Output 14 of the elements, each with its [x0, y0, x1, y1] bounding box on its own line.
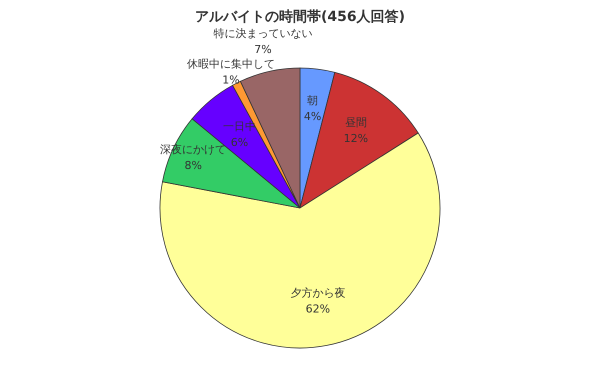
data-label: 7% [254, 43, 272, 56]
slice-label: 昼間 [344, 116, 367, 130]
chart-title: アルバイトの時間帯(456人回答) [194, 9, 406, 26]
slice-label: 特に決まっていない [213, 27, 312, 40]
slice-label: 夕方から夜 [290, 286, 346, 300]
data-label: 12% [344, 132, 368, 146]
data-label: 1% [222, 74, 240, 87]
data-label: 62% [306, 302, 330, 316]
slice-label: 休暇中に集中して [186, 58, 275, 71]
data-label: 8% [184, 158, 202, 172]
data-label: 4% [304, 110, 322, 123]
data-label: 6% [230, 136, 248, 149]
slice-label: 朝 [307, 94, 318, 107]
slice-label: 一日中 [222, 120, 256, 133]
